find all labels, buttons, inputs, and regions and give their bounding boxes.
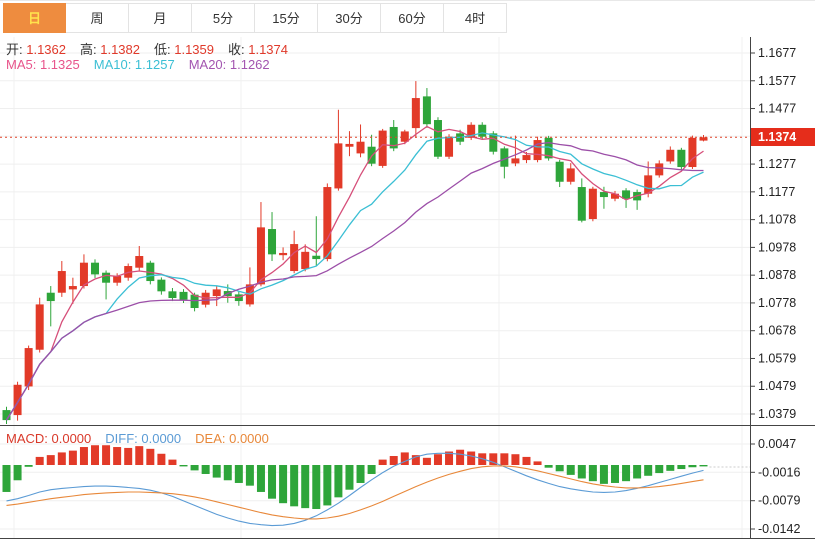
svg-text:1.0479: 1.0479 <box>758 379 796 393</box>
tab-item-1[interactable]: 周 <box>66 3 129 33</box>
ohlc-row-item-1: 高: 1.1382 <box>80 42 140 57</box>
tab-item-3[interactable]: 5分 <box>192 3 255 33</box>
ma-row-item-2: MA20: 1.1262 <box>188 57 270 72</box>
svg-text:-0.0142: -0.0142 <box>758 522 800 536</box>
ma-row-item-1: MA10: 1.1257 <box>93 57 175 72</box>
svg-text:1.0379: 1.0379 <box>758 407 796 421</box>
macd-row-item-2: DEA: 0.0000 <box>195 431 269 446</box>
svg-text:-0.0016: -0.0016 <box>758 465 800 479</box>
svg-text:1.0878: 1.0878 <box>758 268 796 282</box>
macd-row-item-0: MACD: 0.0000 <box>6 431 92 446</box>
tab-item-7[interactable]: 4时 <box>444 3 507 33</box>
svg-text:1.1677: 1.1677 <box>758 46 796 60</box>
svg-text:0.0047: 0.0047 <box>758 437 796 451</box>
tab-item-2[interactable]: 月 <box>129 3 192 33</box>
current-price-badge: 1.1374 <box>751 128 815 146</box>
dea-line <box>6 465 704 520</box>
macd-legend-row: MACD: 0.0000 DIFF: 0.0000 DEA: 0.0000 <box>6 431 283 446</box>
timeframe-tab-bar: 日周月 5分 15分 30分 60分 4时 <box>3 3 507 33</box>
svg-text:1.1477: 1.1477 <box>758 102 796 116</box>
candles-layer <box>2 81 708 424</box>
ma-row-item-0: MA5: 1.1325 <box>6 57 80 72</box>
svg-text:1.1277: 1.1277 <box>758 157 796 171</box>
diff-line <box>6 452 704 527</box>
ma-legend-row: MA5: 1.1325 MA10: 1.1257 MA20: 1.1262 <box>6 57 284 72</box>
svg-text:1.1177: 1.1177 <box>758 185 795 199</box>
svg-text:-0.0079: -0.0079 <box>758 494 800 508</box>
svg-text:1.0978: 1.0978 <box>758 240 796 254</box>
tab-item-4[interactable]: 15分 <box>255 3 318 33</box>
tab-item-6[interactable]: 60分 <box>381 3 444 33</box>
ohlc-row-item-0: 开: 1.1362 <box>6 42 66 57</box>
svg-text:1.0678: 1.0678 <box>758 324 796 338</box>
ohlc-info-row: 开: 1.1362 高: 1.1382 低: 1.1359 收: 1.1374 <box>6 39 302 58</box>
tab-item-5[interactable]: 30分 <box>318 3 381 33</box>
svg-text:1.0778: 1.0778 <box>758 296 796 310</box>
macd-row-item-1: DIFF: 0.0000 <box>105 431 182 446</box>
ohlc-row-item-3: 收: 1.1374 <box>228 42 288 57</box>
tab-item-0[interactable]: 日 <box>3 3 66 33</box>
svg-text:1.0579: 1.0579 <box>758 351 796 365</box>
ohlc-row-item-2: 低: 1.1359 <box>154 42 214 57</box>
svg-text:1.1078: 1.1078 <box>758 213 796 227</box>
svg-text:1.1577: 1.1577 <box>758 74 796 88</box>
macd-histogram-layer <box>2 445 750 527</box>
price-axis-labels: 1.16771.15771.14771.13771.12771.11771.10… <box>750 46 800 536</box>
